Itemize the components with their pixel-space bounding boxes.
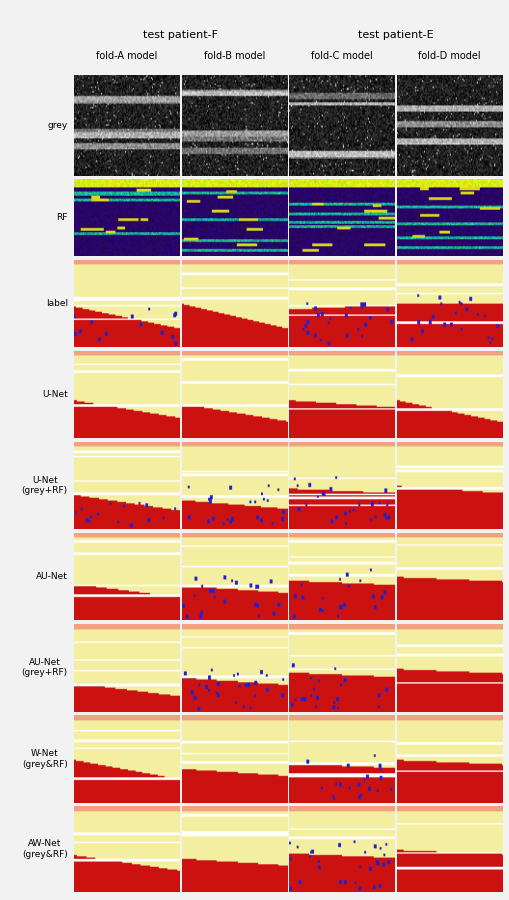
Text: fold-C model: fold-C model — [310, 51, 372, 61]
Text: fold-A model: fold-A model — [96, 51, 157, 61]
Text: fold-D model: fold-D model — [417, 51, 480, 61]
Text: U-Net: U-Net — [42, 390, 68, 399]
Text: test patient-E: test patient-E — [357, 30, 433, 40]
Text: test patient-F: test patient-F — [143, 30, 217, 40]
Text: RF: RF — [56, 213, 68, 222]
Text: W-Net
(grey&RF): W-Net (grey&RF) — [22, 749, 68, 769]
Text: grey: grey — [47, 121, 68, 130]
Text: AW-Net
(grey&RF): AW-Net (grey&RF) — [22, 840, 68, 859]
Text: label: label — [46, 299, 68, 308]
Text: U-Net
(grey+RF): U-Net (grey+RF) — [22, 476, 68, 495]
Text: AU-Net: AU-Net — [36, 572, 68, 581]
Text: AU-Net
(grey+RF): AU-Net (grey+RF) — [22, 658, 68, 678]
Text: fold-B model: fold-B model — [203, 51, 265, 61]
